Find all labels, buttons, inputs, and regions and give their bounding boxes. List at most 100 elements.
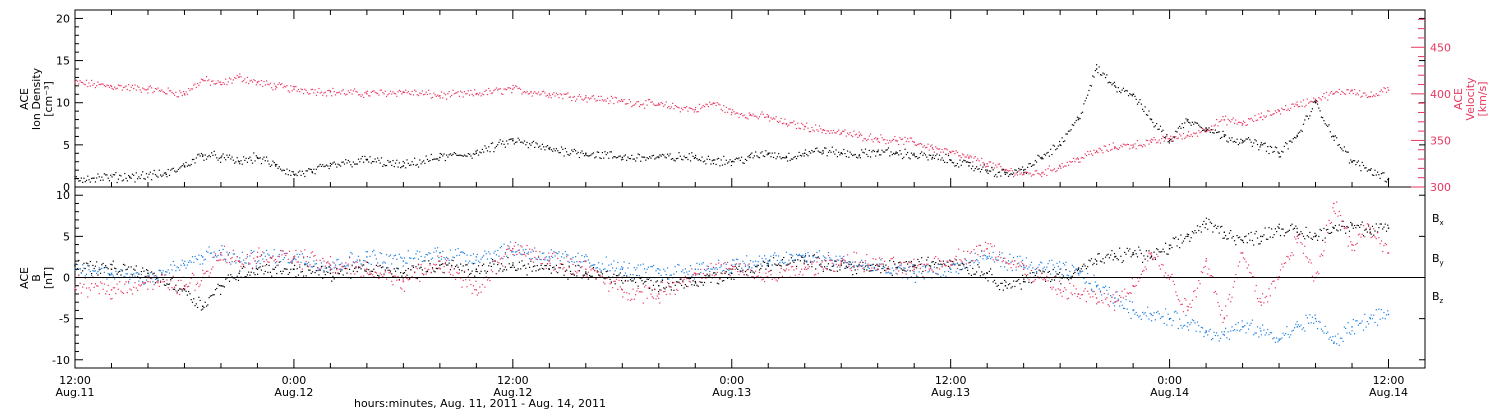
bx-series-sample	[632, 280, 634, 282]
density-series-sample	[774, 152, 776, 154]
velocity-series-sample	[182, 90, 185, 93]
velocity-series-sample	[1283, 108, 1285, 111]
bz-series-point	[1205, 260, 1207, 262]
by-series-sample	[944, 271, 946, 273]
bz-series-sample	[80, 292, 82, 294]
bz-series-sample	[378, 277, 380, 280]
density-series-sample	[411, 161, 413, 163]
bx-series-sample	[503, 268, 505, 271]
velocity-series-sample	[286, 84, 288, 87]
density-series-sample	[1338, 143, 1340, 146]
density-series-sample	[282, 169, 284, 171]
bx-series-sample	[571, 273, 573, 275]
by-series-sample	[174, 264, 176, 266]
bz-series-sample	[290, 261, 292, 263]
by-series-sample	[1269, 332, 1271, 334]
velocity-series-sample	[696, 111, 698, 113]
by-series-sample	[583, 256, 586, 258]
bx-series-sample	[914, 264, 916, 266]
by-series-sample	[170, 264, 172, 266]
density-series-sample	[995, 174, 997, 176]
bz-series-sample	[329, 256, 332, 258]
velocity-series-sample	[318, 87, 320, 90]
bx-series-sample	[304, 264, 306, 266]
by-series-sample	[674, 266, 676, 268]
by-series-sample	[1376, 324, 1379, 326]
density-series-sample	[530, 144, 532, 146]
density-series-sample	[304, 175, 306, 178]
density-series-sample	[1064, 140, 1066, 142]
by-series-sample	[1044, 268, 1047, 271]
density-series-sample	[719, 165, 721, 167]
by-series-sample	[988, 255, 990, 257]
bz-series-sample	[305, 261, 307, 263]
velocity-series-sample	[822, 129, 824, 131]
by-series-sample	[767, 262, 770, 264]
velocity-series-sample	[512, 84, 514, 87]
bx-series-sample	[905, 260, 907, 263]
bz-series-sample	[549, 262, 551, 264]
density-series-sample	[453, 151, 455, 154]
by-series-sample	[670, 274, 672, 276]
bx-series-sample	[205, 305, 208, 307]
density-series-sample	[1369, 169, 1371, 171]
bx-series-sample	[530, 260, 532, 262]
by-series-sample	[392, 257, 394, 260]
bx-series-sample	[566, 269, 568, 271]
bx-series-sample	[812, 255, 814, 257]
by-series-sample	[181, 259, 183, 261]
density-series-sample	[444, 159, 446, 162]
density-series-sample	[1325, 124, 1328, 126]
density-series-sample	[1186, 120, 1188, 122]
bz-series-sample	[540, 263, 542, 265]
by-series-sample	[1085, 281, 1088, 283]
bz-series-sample	[426, 269, 429, 271]
by-series-sample	[663, 268, 665, 270]
bx-series-sample	[1239, 236, 1241, 238]
by-series-sample	[87, 265, 89, 267]
bz-series-sample	[684, 275, 687, 277]
velocity-series-sample	[1047, 168, 1049, 170]
bx-series-sample	[388, 269, 390, 271]
density-series-sample	[274, 163, 277, 166]
density-series-sample	[179, 167, 181, 169]
by-series-sample	[550, 249, 552, 251]
velocity-series-sample	[532, 92, 535, 94]
by-series-sample	[443, 256, 445, 259]
by-series-sample	[403, 257, 406, 259]
velocity-series-sample	[566, 93, 568, 95]
velocity-series-sample	[1182, 132, 1185, 135]
bx-series-sample	[125, 269, 127, 271]
bz-series-sample	[385, 278, 388, 280]
density-series-sample	[951, 161, 953, 164]
density-series-point	[749, 156, 751, 159]
bx-series-sample	[886, 267, 888, 270]
bz-series-sample	[672, 282, 674, 284]
bx-series-sample	[1263, 234, 1265, 236]
bx-series-sample	[167, 283, 169, 286]
bx-series-sample	[964, 267, 966, 269]
by-series-sample	[1129, 300, 1131, 302]
bz-series-sample	[271, 257, 273, 259]
bx-series-sample	[400, 272, 402, 274]
by-series-sample	[135, 272, 137, 274]
velocity-series-sample	[1039, 174, 1042, 176]
bx-series-sample	[597, 274, 600, 276]
bz-series-sample	[818, 257, 821, 260]
density-series-sample	[789, 159, 791, 162]
velocity-series-sample	[1322, 95, 1324, 98]
density-series-sample	[1175, 130, 1177, 132]
bx-series-sample	[969, 261, 971, 263]
density-series-sample	[1153, 126, 1155, 128]
velocity-series-sample	[845, 135, 847, 137]
velocity-series-sample	[121, 89, 123, 91]
by-series-sample	[1196, 321, 1199, 323]
by-series-sample	[1034, 268, 1036, 270]
density-series-sample	[347, 159, 349, 162]
bx-series-sample	[932, 260, 934, 263]
bx-series-sample	[1150, 255, 1153, 257]
velocity-series-sample	[931, 144, 933, 146]
by-series-sample	[408, 257, 411, 259]
velocity-series-point	[548, 93, 551, 95]
bx-series-sample	[700, 281, 702, 283]
